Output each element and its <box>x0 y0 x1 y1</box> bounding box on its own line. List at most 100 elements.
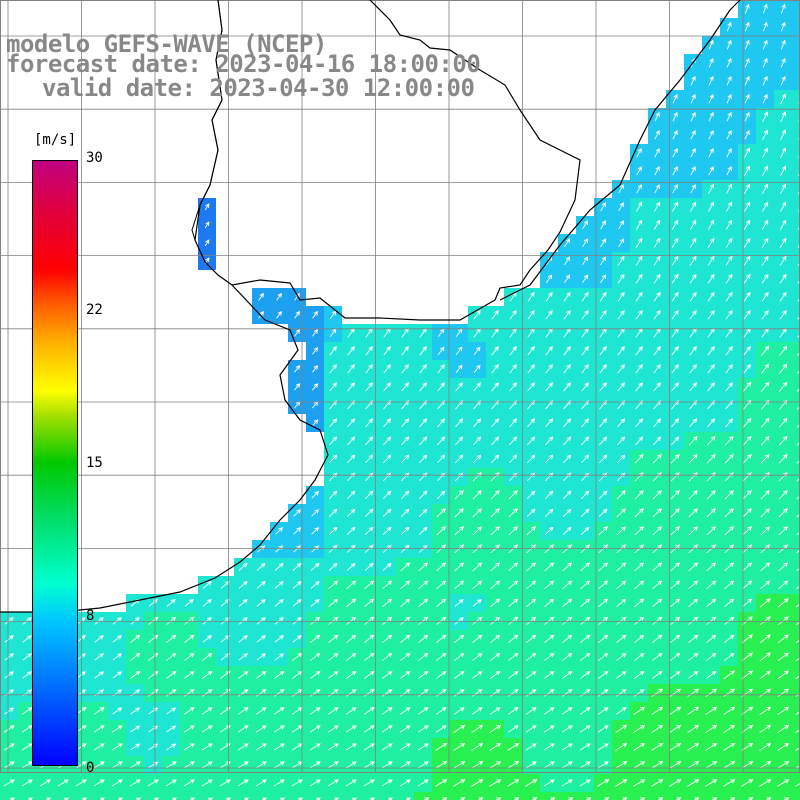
wind-arrow <box>238 562 248 571</box>
wind-arrow <box>423 797 430 800</box>
wind-cell <box>792 684 800 702</box>
wind-arrow <box>652 580 663 590</box>
wind-arrow <box>273 725 285 733</box>
wind-arrow <box>526 598 537 608</box>
wind-arrow <box>381 779 393 787</box>
wind-arrow <box>779 255 787 266</box>
wind-arrow <box>148 599 158 607</box>
wind-arrow <box>472 490 482 500</box>
wind-arrow <box>615 779 628 787</box>
wind-arrow <box>671 418 680 428</box>
colorbar-tick-15: 15 <box>86 455 103 471</box>
wind-arrow <box>599 454 608 464</box>
wind-arrow <box>543 689 555 697</box>
wind-arrow <box>671 346 679 356</box>
wind-cell <box>126 792 144 800</box>
wind-arrow <box>707 183 715 194</box>
wind-arrow <box>527 454 536 464</box>
wind-arrow <box>471 670 483 679</box>
wind-arrow <box>202 652 213 661</box>
wind-arrow <box>597 689 609 697</box>
wind-arrow <box>562 598 573 608</box>
wind-arrow <box>490 634 501 643</box>
wind-arrow <box>3 779 15 787</box>
wind-arrow <box>759 688 772 698</box>
wind-arrow <box>616 544 627 554</box>
wind-arrow <box>777 616 789 626</box>
wind-cell <box>450 792 468 800</box>
wind-arrow <box>294 383 301 391</box>
wind-arrow <box>598 544 609 554</box>
wind-arrow <box>345 743 357 751</box>
wind-arrow <box>742 417 752 428</box>
wind-arrow <box>508 634 519 643</box>
wind-arrow <box>490 562 501 572</box>
wind-arrow <box>166 743 177 751</box>
wind-arrow <box>706 454 716 464</box>
wind-arrow <box>509 309 517 320</box>
wind-arrow <box>473 418 482 428</box>
wind-arrow <box>729 797 736 800</box>
wind-arrow <box>382 634 393 643</box>
wind-arrow <box>309 689 321 697</box>
wind-arrow <box>508 562 519 572</box>
wind-arrow <box>4 671 15 679</box>
wind-arrow <box>616 652 627 661</box>
wind-arrow <box>725 237 733 248</box>
wind-arrow <box>276 292 282 301</box>
wind-arrow <box>599 418 608 428</box>
wind-arrow <box>490 616 501 626</box>
wind-arrow <box>255 689 267 697</box>
wind-arrow <box>671 436 680 446</box>
wind-arrow <box>454 472 464 482</box>
wind-cell <box>792 702 800 720</box>
wind-arrow <box>779 219 787 230</box>
wind-arrow <box>489 724 502 733</box>
wind-arrow <box>312 310 318 319</box>
wind-arrow <box>707 309 715 320</box>
wind-arrow <box>130 652 141 661</box>
wind-arrow <box>112 653 122 661</box>
wind-arrow <box>76 617 86 625</box>
wind-arrow <box>726 57 732 68</box>
wind-arrow <box>455 382 463 392</box>
wind-arrow <box>509 382 517 392</box>
wind-arrow <box>472 634 483 643</box>
wind-cell <box>792 738 800 756</box>
wind-arrow <box>544 508 554 518</box>
wind-arrow <box>598 562 609 572</box>
wind-arrow <box>274 617 284 625</box>
wind-arrow <box>310 580 320 589</box>
wind-cell <box>792 216 800 234</box>
valid-date: valid date: 2023-04-30 12:00:00 <box>42 74 475 102</box>
wind-arrow <box>309 743 321 751</box>
wind-arrow <box>311 419 319 427</box>
wind-arrow <box>762 57 768 68</box>
wind-arrow <box>670 490 680 500</box>
wind-arrow <box>346 634 357 643</box>
wind-arrow <box>399 689 411 697</box>
wind-arrow <box>634 616 645 626</box>
wind-arrow <box>654 129 660 140</box>
wind-arrow <box>653 309 661 320</box>
wind-arrow <box>706 435 716 446</box>
colorbar-tick-0: 0 <box>86 760 95 776</box>
wind-arrow <box>617 291 625 302</box>
wind-arrow <box>689 219 697 230</box>
wind-cell <box>270 792 288 800</box>
wind-cell <box>792 90 800 108</box>
wind-arrow <box>759 634 771 644</box>
wind-arrow <box>762 165 768 176</box>
wind-arrow <box>759 743 772 751</box>
wind-arrow <box>707 255 715 266</box>
wind-arrow <box>491 418 500 428</box>
wind-arrow <box>634 490 644 500</box>
wind-arrow <box>723 724 736 733</box>
wind-arrow <box>527 364 535 374</box>
wind-arrow <box>329 364 337 374</box>
wind-arrow <box>742 598 753 608</box>
wind-arrow <box>399 779 411 787</box>
wind-arrow <box>363 670 375 679</box>
wind-arrow <box>201 689 213 697</box>
wind-arrow <box>795 621 800 626</box>
